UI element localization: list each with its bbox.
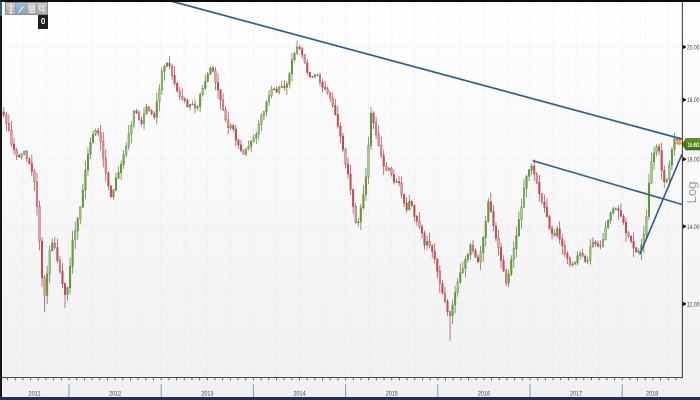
svg-text:2018: 2018 [646, 390, 658, 397]
svg-text:16.00: 16.00 [687, 157, 700, 164]
svg-text:18.00: 18.00 [687, 97, 700, 104]
svg-text:2017: 2017 [570, 390, 582, 397]
svg-text:2012: 2012 [109, 390, 121, 397]
svg-text:16.492: 16.492 [688, 142, 700, 149]
svg-text:2011: 2011 [29, 390, 41, 397]
svg-text:20.00: 20.00 [687, 44, 700, 51]
svg-text:2013: 2013 [201, 390, 213, 397]
svg-text:14.00: 14.00 [687, 224, 700, 231]
svg-text:2016: 2016 [478, 390, 490, 397]
svg-text:2014: 2014 [294, 390, 306, 397]
svg-text:12.00: 12.00 [687, 301, 700, 308]
svg-text:Log: Log [684, 181, 699, 203]
svg-text:2015: 2015 [386, 390, 398, 397]
